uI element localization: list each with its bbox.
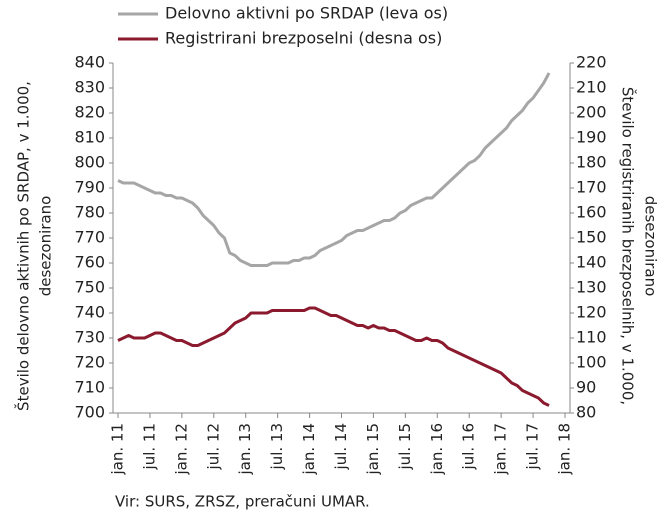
y-tick-label: 740	[74, 303, 105, 322]
y-tick-label: 790	[74, 178, 105, 197]
y2-axis-title: desezonirano	[642, 196, 660, 297]
y-tick-label: 730	[74, 328, 105, 347]
y-tick-label: 750	[74, 278, 105, 297]
x-tick-label: jul. 16	[460, 423, 478, 470]
y2-tick-label: 220	[576, 53, 607, 72]
x-tick-label: jul. 11	[140, 423, 158, 470]
y-tick-label: 780	[74, 203, 105, 222]
y-tick-label: 810	[74, 128, 105, 147]
y2-tick-label: 100	[576, 353, 607, 372]
y-tick-label: 720	[74, 353, 105, 372]
y2-tick-label: 80	[576, 403, 596, 422]
y-tick-label: 710	[74, 378, 105, 397]
x-tick-label: jan. 16	[428, 423, 446, 476]
x-tick-label: jan. 15	[364, 423, 382, 476]
y2-tick-label: 120	[576, 303, 607, 322]
y-tick-label: 700	[74, 403, 105, 422]
y2-tick-label: 200	[576, 103, 607, 122]
series-line	[117, 72, 551, 267]
x-tick-label: jul. 15	[396, 423, 414, 470]
y2-tick-label: 180	[576, 153, 607, 172]
x-tick-label: jul. 14	[332, 423, 350, 470]
x-tick-label: jan. 18	[556, 423, 574, 476]
y2-tick-label: 150	[576, 228, 607, 247]
x-tick-label: jan. 17	[492, 423, 510, 476]
source: Vir: SURS, ZRSZ, preračuni UMAR.	[115, 493, 370, 511]
y2-tick-label: 160	[576, 203, 607, 222]
y2-tick-label: 90	[576, 378, 596, 397]
y2-tick-label: 210	[576, 78, 607, 97]
x-tick-label: jul. 12	[204, 423, 222, 470]
y-tick-label: 830	[74, 78, 105, 97]
legend-label: Delovno aktivni po SRDAP (leva os)	[165, 4, 448, 23]
x-tick-label: jan. 14	[300, 423, 318, 476]
y-tick-label: 840	[74, 53, 105, 72]
y-tick-label: 800	[74, 153, 105, 172]
y-tick-label: 770	[74, 228, 105, 247]
series-line	[117, 306, 550, 407]
y-axis-title: desezonirano	[37, 196, 55, 297]
y-tick-label: 760	[74, 253, 105, 272]
y-axis-title: Število delovno aktivnih po SRDAP, v 1.0…	[14, 81, 33, 411]
y2-tick-label: 130	[576, 278, 607, 297]
x-tick-label: jan. 12	[172, 423, 190, 476]
y2-axis-title: Število registriranih brezposelnih, v 1.…	[619, 87, 638, 405]
legend-label: Registrirani brezposelni (desna os)	[165, 29, 442, 48]
x-tick-label: jan. 13	[236, 423, 254, 476]
x-tick-label: jul. 13	[268, 423, 286, 470]
y2-tick-label: 140	[576, 253, 607, 272]
x-tick-label: jan. 11	[109, 423, 127, 476]
y2-tick-label: 170	[576, 178, 607, 197]
y-tick-label: 820	[74, 103, 105, 122]
y2-tick-label: 110	[576, 328, 607, 347]
x-tick-label: jul. 17	[524, 423, 542, 470]
y2-tick-label: 190	[576, 128, 607, 147]
